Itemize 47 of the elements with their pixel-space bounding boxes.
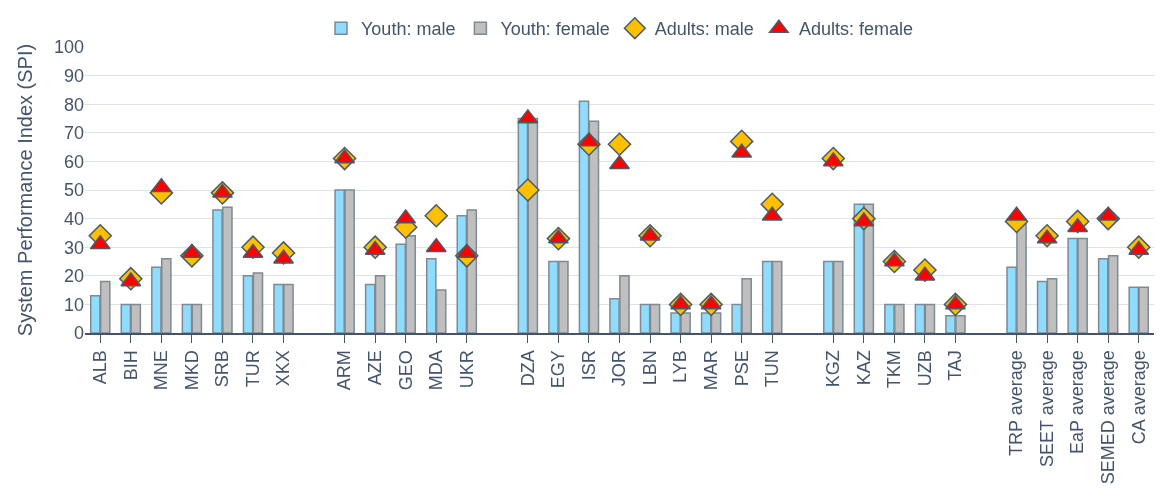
x-tick-label: SRB xyxy=(212,350,233,388)
x-tick-label: LBN xyxy=(639,350,660,386)
legend-label: Adults: female xyxy=(798,19,913,40)
y-tick-label: 20 xyxy=(63,266,84,287)
y-tick-label: 80 xyxy=(63,94,84,115)
x-tick-label: AZE xyxy=(365,350,386,386)
x-tick-label: ALB xyxy=(90,350,111,385)
x-tick-label: TRP average xyxy=(1006,350,1027,456)
x-tick-label: TUR xyxy=(242,350,263,388)
x-tick-label: UKR xyxy=(456,350,477,389)
x-tick-label: UZB xyxy=(914,350,935,387)
x-tick-label: BIH xyxy=(120,350,141,381)
y-tick-label: 30 xyxy=(63,237,84,258)
x-tick-label: EGY xyxy=(548,350,569,389)
x-tick-label: SEET average xyxy=(1036,350,1057,467)
x-tick-label: JOR xyxy=(609,350,630,387)
x-tick-label: MDA xyxy=(426,350,447,391)
y-tick-label: 10 xyxy=(63,294,84,315)
y-tick-label: 60 xyxy=(63,151,84,172)
y-tick-label: 50 xyxy=(63,180,84,201)
x-tick-label: ARM xyxy=(334,350,355,391)
x-tick-label: MAR xyxy=(700,350,721,391)
x-tick-label: TUN xyxy=(762,350,783,388)
x-tick-label: DZA xyxy=(517,350,538,387)
x-tick-label: KGZ xyxy=(823,350,844,388)
x-tick-label: LYB xyxy=(670,350,691,383)
x-tick-label: GEO xyxy=(395,350,416,391)
legend-label: Youth: male xyxy=(361,19,456,40)
x-tick-label: ISR xyxy=(578,350,599,381)
y-tick-label: 90 xyxy=(63,65,84,86)
x-tick-label: PSE xyxy=(731,350,752,387)
x-tick-label: TKM xyxy=(884,350,905,389)
y-tick-label: 70 xyxy=(63,123,84,144)
legend-label: Youth: female xyxy=(500,19,610,40)
x-tick-label: KAZ xyxy=(853,350,874,386)
x-tick-label: TAJ xyxy=(945,350,966,381)
y-axis-title: System Performance Index (SPI) xyxy=(14,43,37,337)
x-tick-label: MKD xyxy=(181,350,202,391)
y-tick-label: 100 xyxy=(53,37,84,58)
y-tick-label: 40 xyxy=(63,208,84,229)
x-tick-label: SEMED average xyxy=(1098,350,1119,485)
y-tick-label: 0 xyxy=(73,323,84,344)
x-tick-label: EaP average xyxy=(1067,350,1088,454)
legend-label: Adults: male xyxy=(654,19,754,40)
x-tick-label: CA average xyxy=(1128,350,1149,445)
x-tick-label: XKX xyxy=(273,350,294,387)
x-tick-label: MNE xyxy=(151,350,172,391)
